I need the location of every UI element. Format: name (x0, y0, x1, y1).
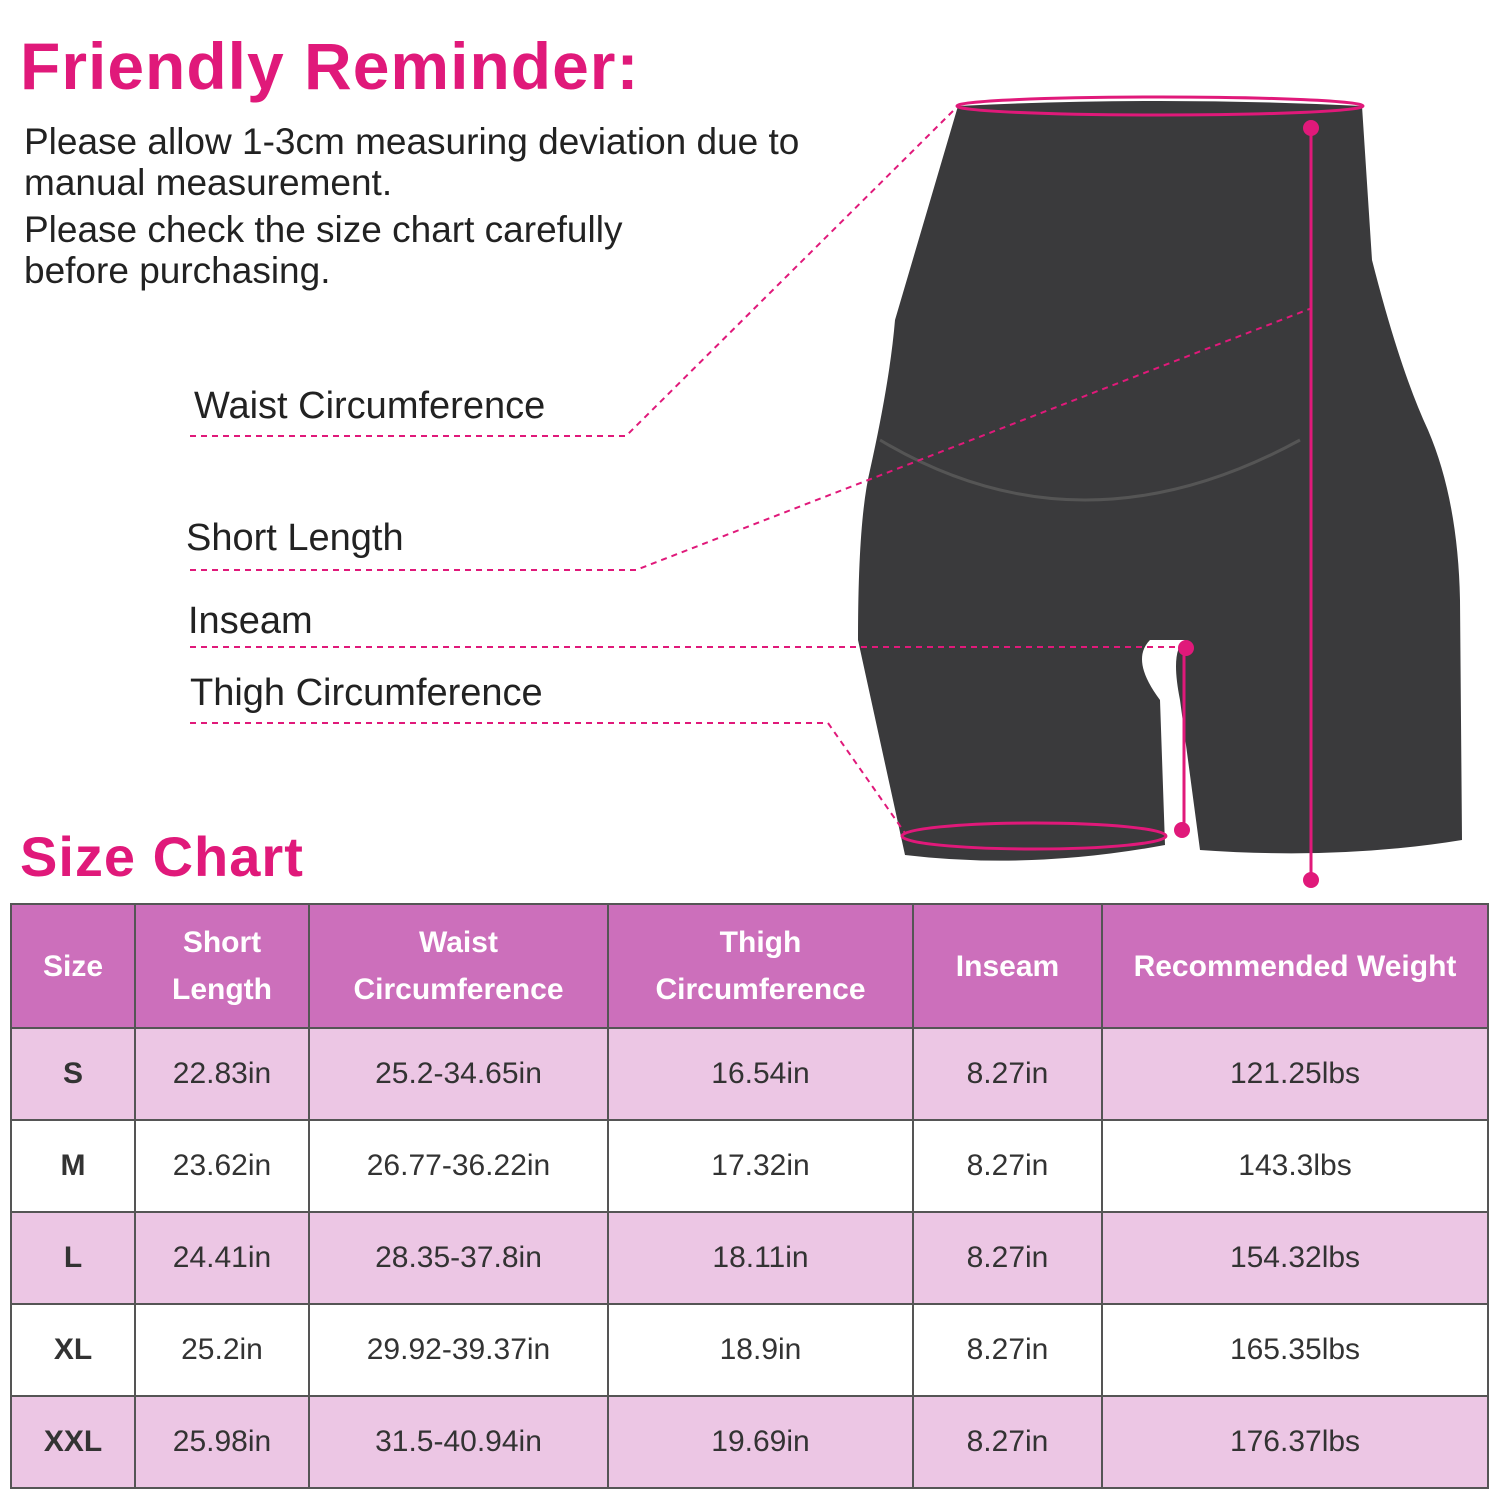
value-cell: 25.98in (134, 1395, 310, 1489)
value-cell: 143.3lbs (1101, 1119, 1489, 1213)
table-row: L 24.41in 28.35-37.8in 18.11in 8.27in 154.32l… (10, 1211, 1489, 1305)
value-cell: 18.9in (607, 1303, 914, 1397)
value-cell: 22.83in (134, 1027, 310, 1121)
table-row: S 22.83in 25.2-34.65in 16.54in 8.27in 121.25l… (10, 1027, 1489, 1121)
value-cell: 176.37lbs (1101, 1395, 1489, 1489)
table-row: XXL 25.98in 31.5-40.94in 19.69in 8.27in 176.3… (10, 1395, 1489, 1489)
value-cell: 25.2in (134, 1303, 310, 1397)
value-cell: 16.54in (607, 1027, 914, 1121)
label-thigh: Thigh Circumference (190, 672, 543, 714)
value-cell: 18.11in (607, 1211, 914, 1305)
size-chart-table: Size Short Length Waist Circumference Thigh… (10, 903, 1489, 1489)
shorts-diagram (190, 95, 1462, 888)
column-header: Short Length (134, 903, 310, 1029)
value-cell: 23.62in (134, 1119, 310, 1213)
table-row: XL 25.2in 29.92-39.37in 18.9in 8.27in 165.35l… (10, 1303, 1489, 1397)
size-cell: L (10, 1211, 136, 1305)
column-header: Size (10, 903, 136, 1029)
reminder-title: Friendly Reminder: (20, 29, 640, 103)
value-cell: 121.25lbs (1101, 1027, 1489, 1121)
column-header: Recommended Weight (1101, 903, 1489, 1029)
value-cell: 28.35-37.8in (308, 1211, 609, 1305)
value-cell: 24.41in (134, 1211, 310, 1305)
size-cell: XL (10, 1303, 136, 1397)
value-cell: 25.2-34.65in (308, 1027, 609, 1121)
column-header: Inseam (912, 903, 1103, 1029)
column-header: Thigh Circumference (607, 903, 914, 1029)
label-waist: Waist Circumference (194, 385, 546, 427)
value-cell: 8.27in (912, 1027, 1103, 1121)
value-cell: 8.27in (912, 1395, 1103, 1489)
value-cell: 8.27in (912, 1119, 1103, 1213)
size-cell: S (10, 1027, 136, 1121)
table-row: M 23.62in 26.77-36.22in 17.32in 8.27in 143.3l… (10, 1119, 1489, 1213)
value-cell: 154.32lbs (1101, 1211, 1489, 1305)
value-cell: 17.32in (607, 1119, 914, 1213)
value-cell: 26.77-36.22in (308, 1119, 609, 1213)
value-cell: 8.27in (912, 1211, 1103, 1305)
shorts-image (858, 101, 1462, 861)
size-cell: XXL (10, 1395, 136, 1489)
label-inseam: Inseam (188, 600, 313, 642)
reminder-line-1: Please allow 1-3cm measuring deviation d… (24, 121, 800, 203)
value-cell: 19.69in (607, 1395, 914, 1489)
column-header: Waist Circumference (308, 903, 609, 1029)
reminder-line-2: Please check the size chart carefully be… (24, 209, 623, 291)
value-cell: 29.92-39.37in (308, 1303, 609, 1397)
size-cell: M (10, 1119, 136, 1213)
size-chart-title: Size Chart (20, 825, 304, 888)
value-cell: 165.35lbs (1101, 1303, 1489, 1397)
label-short-length: Short Length (186, 517, 404, 559)
value-cell: 31.5-40.94in (308, 1395, 609, 1489)
value-cell: 8.27in (912, 1303, 1103, 1397)
